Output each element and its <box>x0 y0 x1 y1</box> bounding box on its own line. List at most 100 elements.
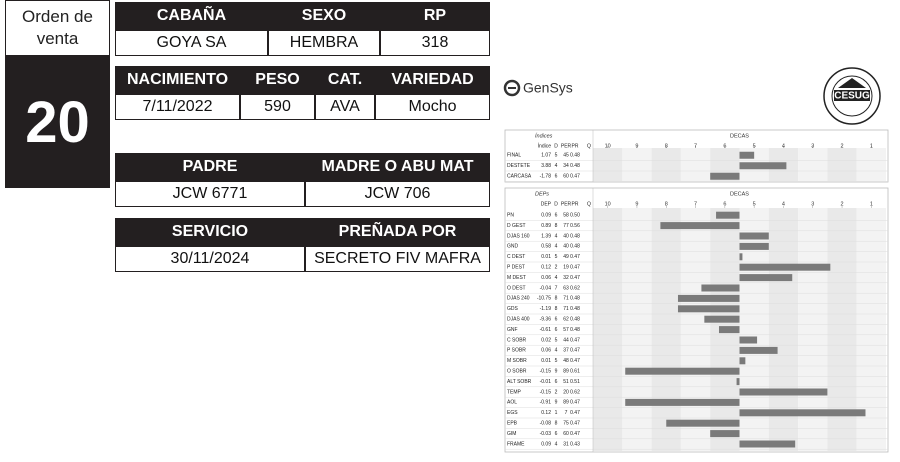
percentile-value: 19 <box>563 265 569 271</box>
row-label: EGS <box>507 410 518 416</box>
x-tick-label: 2 <box>841 201 844 207</box>
row-label: M DEST <box>507 275 526 281</box>
deca-stripe <box>622 148 652 181</box>
percentile-value: 57 <box>563 327 569 333</box>
dep-value: -0.91 <box>540 400 552 406</box>
header-cell: NACIMIENTO <box>115 66 240 94</box>
column-header: PER <box>561 143 572 149</box>
accuracy-value: 0.56 <box>570 223 580 229</box>
value-cell: AVA <box>315 94 375 120</box>
dep-value: -9.36 <box>540 317 552 323</box>
deca-value: 8 <box>555 223 558 229</box>
dep-value: 0.01 <box>541 358 551 364</box>
deca-value: 5 <box>555 358 558 364</box>
dep-value: 1.39 <box>541 233 551 239</box>
accuracy-value: 0.47 <box>570 275 580 281</box>
row-label: GND <box>507 244 519 250</box>
bar <box>739 336 758 344</box>
column-header: DEP <box>541 201 552 207</box>
header-cell: CABAÑA <box>115 2 268 30</box>
bar <box>716 211 740 219</box>
dep-value: 0.89 <box>541 223 551 229</box>
bar <box>739 151 755 159</box>
dep-value: 0.09 <box>541 213 551 219</box>
deca-value: 2 <box>555 265 558 271</box>
row-label: EPB <box>507 421 518 427</box>
accuracy-value: 0.47 <box>570 431 580 437</box>
header-cell: RP <box>380 2 490 30</box>
percentile-value: 71 <box>563 296 569 302</box>
row-label: FINAL <box>507 153 521 159</box>
cesug-logo: CESUG <box>823 67 881 125</box>
x-axis-label: DECAS <box>730 191 749 197</box>
order-number: 20 <box>25 89 90 155</box>
deca-value: 6 <box>555 213 558 219</box>
x-tick-label: 8 <box>665 143 668 149</box>
percentile-value: 75 <box>563 421 569 427</box>
deca-stripe <box>798 148 828 181</box>
order-label: Orden de venta <box>22 7 93 48</box>
x-axis-label: DECAS <box>730 133 749 139</box>
percentile-value: 40 <box>563 244 569 250</box>
header-cell: PADRE <box>115 153 305 181</box>
x-tick-label: 9 <box>635 143 638 149</box>
x-tick-label: 9 <box>635 201 638 207</box>
x-tick-label: 10 <box>605 201 611 207</box>
percentile-value: 89 <box>563 400 569 406</box>
bar <box>739 263 831 271</box>
row-label: O SOBR <box>507 369 527 375</box>
x-tick-label: 8 <box>665 201 668 207</box>
deca-value: 4 <box>555 233 558 239</box>
header-cell: SEXO <box>268 2 380 30</box>
deca-value: 4 <box>555 441 558 447</box>
bar <box>739 253 743 261</box>
accuracy-value: 0.47 <box>570 358 580 364</box>
row-label: CARCASA <box>507 174 532 180</box>
row-label: C SOBR <box>507 337 527 343</box>
row-label: P SOBR <box>507 348 526 354</box>
dep-value: -0.08 <box>540 421 552 427</box>
accuracy-value: 0.47 <box>570 348 580 354</box>
deca-stripe <box>827 148 857 181</box>
bar <box>739 346 778 354</box>
x-tick-label: 3 <box>811 201 814 207</box>
column-header: PR <box>572 201 579 207</box>
row-label: PN <box>507 213 514 219</box>
x-tick-label: 7 <box>694 201 697 207</box>
deca-value: 9 <box>555 369 558 375</box>
value-cell: 30/11/2024 <box>115 246 305 272</box>
accuracy-value: 0.50 <box>570 213 580 219</box>
bar <box>710 430 740 438</box>
header-cell: VARIEDAD <box>375 66 490 94</box>
deca-stripe <box>593 208 623 451</box>
value-cell: GOYA SA <box>115 30 268 56</box>
column-header: Q <box>587 143 591 149</box>
deca-stripe <box>680 148 711 181</box>
accuracy-value: 0.47 <box>570 265 580 271</box>
deca-stripe <box>651 208 681 451</box>
dep-value: 0.12 <box>541 265 551 271</box>
column-header: D <box>554 201 558 207</box>
deca-value: 4 <box>555 244 558 250</box>
bar <box>625 398 740 406</box>
dep-value: -0.04 <box>540 285 552 291</box>
percentile-value: 58 <box>563 213 569 219</box>
deca-value: 8 <box>555 306 558 312</box>
bar <box>739 232 769 240</box>
value-cell: 7/11/2022 <box>115 94 240 120</box>
bar <box>701 284 740 292</box>
dep-value: -10.75 <box>537 296 551 302</box>
percentile-value: 45 <box>563 153 569 159</box>
header-cell: CAT. <box>315 66 375 94</box>
deca-stripe <box>856 148 886 181</box>
row-label: O DEST <box>507 285 526 291</box>
deca-value: 2 <box>555 389 558 395</box>
bar <box>739 440 796 448</box>
column-header: D <box>554 143 558 149</box>
deca-value: 6 <box>555 317 558 323</box>
accuracy-value: 0.47 <box>570 400 580 406</box>
deca-stripe <box>622 208 652 451</box>
gensys-text: GenSys <box>523 80 573 96</box>
x-tick-label: 4 <box>782 201 785 207</box>
